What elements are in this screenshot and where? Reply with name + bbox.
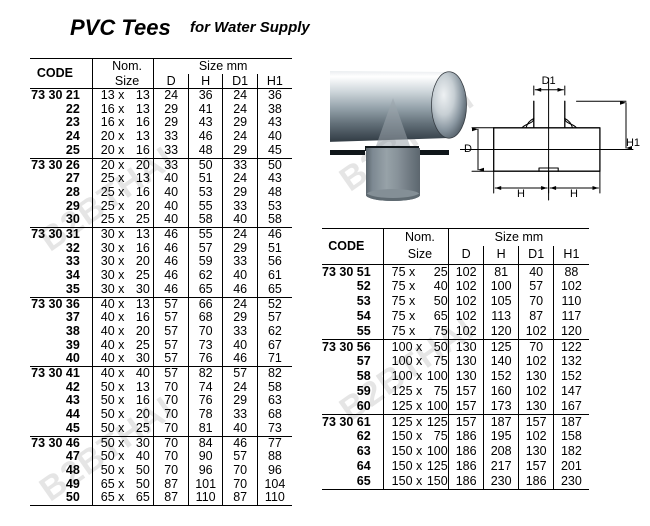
svg-text:D: D <box>464 143 472 155</box>
svg-text:H: H <box>570 188 578 200</box>
svg-text:H: H <box>517 188 525 200</box>
svg-text:H1: H1 <box>626 137 640 149</box>
svg-text:D1: D1 <box>542 75 556 87</box>
